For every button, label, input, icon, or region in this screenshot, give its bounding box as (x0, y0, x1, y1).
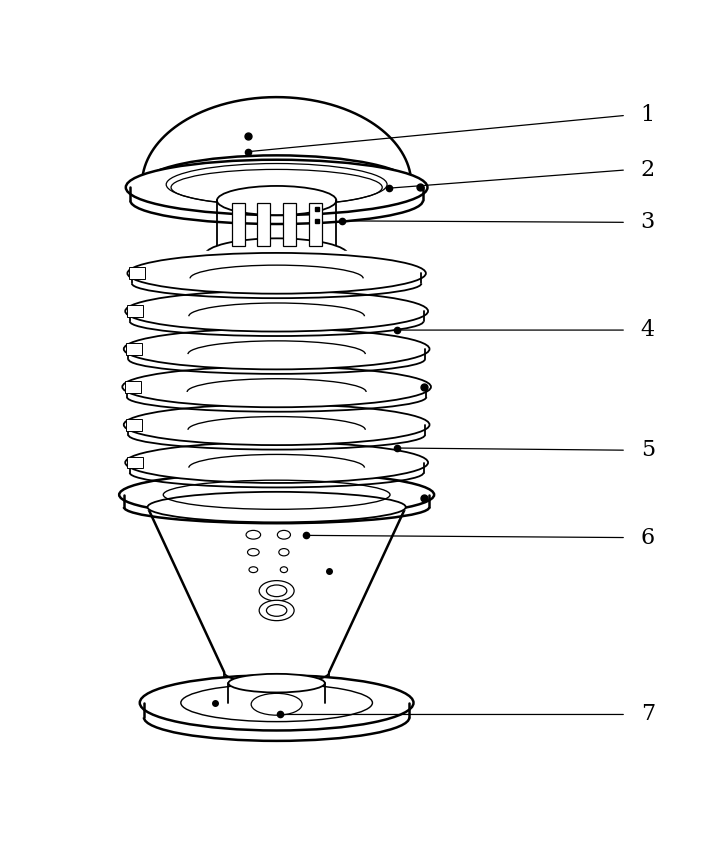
Ellipse shape (127, 253, 426, 294)
Ellipse shape (251, 693, 302, 715)
Polygon shape (122, 365, 431, 398)
Ellipse shape (205, 238, 348, 272)
Ellipse shape (126, 160, 427, 215)
Ellipse shape (266, 605, 287, 616)
Bar (130, 268, 146, 279)
Ellipse shape (217, 186, 336, 215)
Polygon shape (142, 97, 411, 185)
Ellipse shape (279, 549, 289, 556)
Polygon shape (124, 403, 430, 436)
Bar (127, 457, 143, 468)
Polygon shape (125, 289, 428, 323)
Text: 5: 5 (641, 439, 654, 461)
FancyBboxPatch shape (232, 203, 245, 246)
Ellipse shape (259, 600, 294, 620)
Polygon shape (127, 251, 426, 285)
Ellipse shape (124, 404, 430, 445)
Ellipse shape (229, 674, 325, 692)
Polygon shape (125, 441, 428, 474)
Polygon shape (119, 471, 434, 509)
Ellipse shape (266, 585, 287, 597)
Text: 1: 1 (641, 105, 654, 126)
Bar (126, 419, 142, 430)
Ellipse shape (148, 492, 405, 523)
Text: 6: 6 (641, 526, 654, 549)
Ellipse shape (277, 530, 290, 539)
Text: 4: 4 (641, 319, 654, 341)
FancyBboxPatch shape (283, 203, 296, 246)
Ellipse shape (125, 291, 428, 332)
Ellipse shape (125, 442, 428, 483)
Polygon shape (148, 507, 405, 684)
Ellipse shape (122, 366, 431, 407)
Bar (124, 381, 141, 392)
FancyBboxPatch shape (257, 203, 270, 246)
FancyBboxPatch shape (309, 203, 322, 246)
Ellipse shape (140, 675, 414, 730)
Ellipse shape (119, 473, 434, 518)
Ellipse shape (249, 567, 258, 573)
Text: 2: 2 (641, 159, 654, 181)
Ellipse shape (246, 530, 261, 539)
Text: 3: 3 (641, 212, 655, 233)
Bar (126, 343, 142, 355)
Ellipse shape (259, 581, 294, 601)
Ellipse shape (248, 549, 259, 556)
Bar (127, 305, 143, 317)
Text: 7: 7 (641, 703, 654, 726)
Polygon shape (124, 327, 430, 360)
Ellipse shape (280, 567, 288, 573)
Ellipse shape (124, 328, 430, 370)
Ellipse shape (142, 156, 411, 213)
